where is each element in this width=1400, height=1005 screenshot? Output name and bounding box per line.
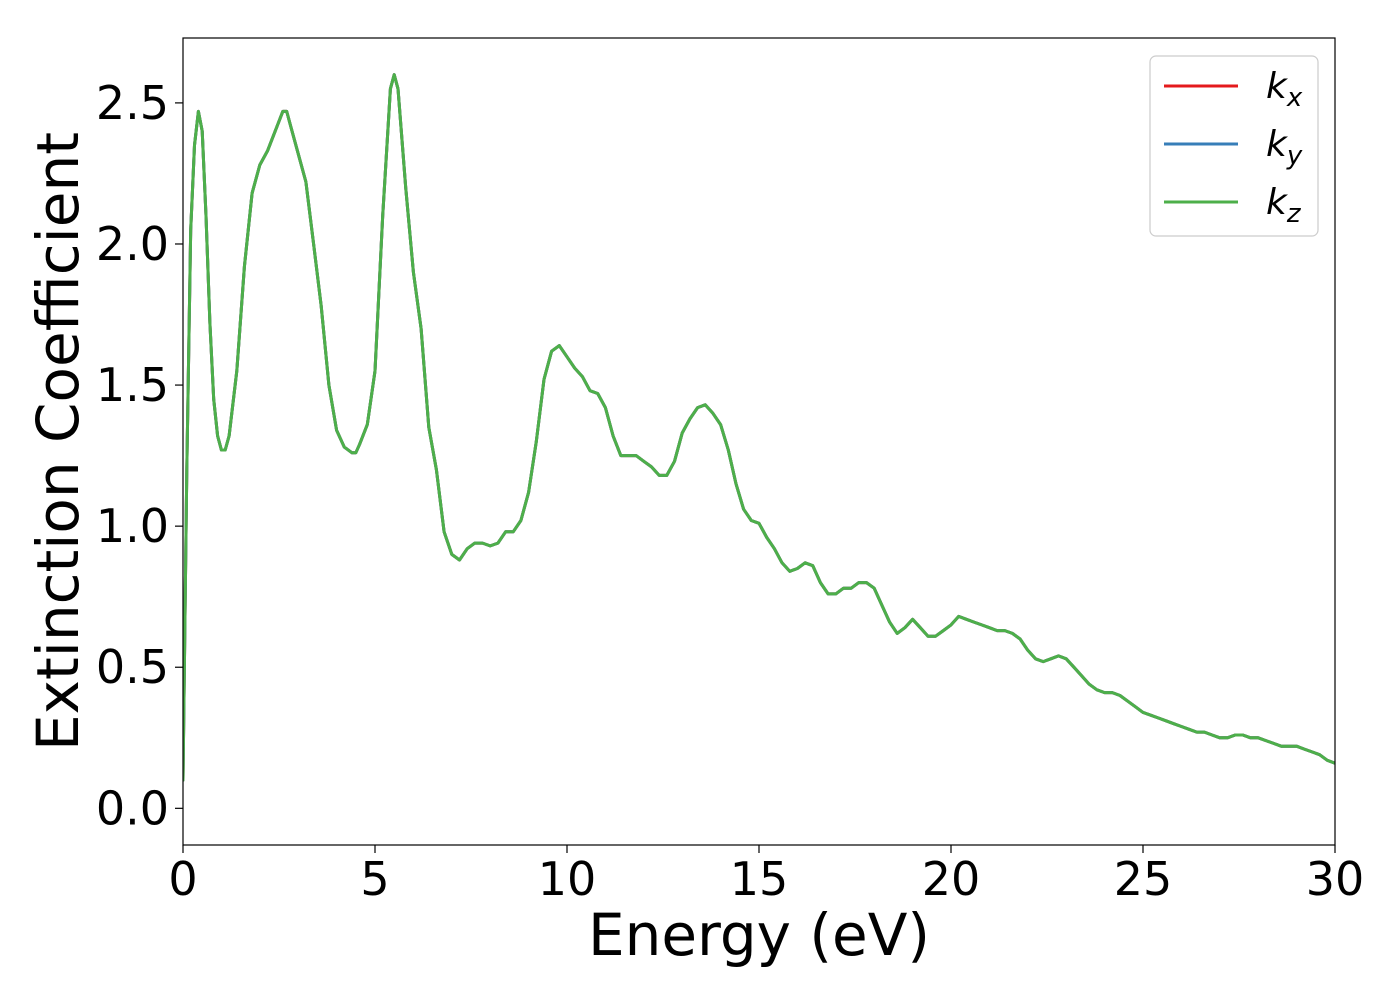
x-tick-label: 5: [360, 852, 389, 906]
x-tick-label: 20: [922, 852, 981, 906]
x-tick-label: 25: [1114, 852, 1173, 906]
legend-box: [1149, 55, 1319, 237]
axes: 0 5 10 15 20 25 30 0.0 0.5 1.0 1.5 2.0 2.5: [96, 37, 1365, 906]
x-tick-label: 0: [168, 852, 197, 906]
series-lines: [183, 73, 1335, 782]
x-axis-title: Energy (eV): [588, 901, 930, 969]
y-tick-label: 2.5: [96, 76, 169, 130]
plot-area: [183, 73, 1335, 782]
y-tick-label: 0.0: [96, 781, 169, 835]
y-tick-label: 1.0: [96, 499, 169, 553]
legend-label: ky: [1266, 124, 1303, 171]
x-tick-label: 30: [1306, 852, 1365, 906]
legend: kx ky kz: [1149, 55, 1319, 237]
x-tick-label: 15: [730, 852, 789, 906]
legend-label: kx: [1266, 66, 1303, 113]
y-axis-title: Extinction Coefficient: [24, 132, 92, 751]
x-tick-label: 10: [538, 852, 597, 906]
legend-label: kz: [1266, 182, 1302, 229]
y-tick-label: 2.0: [96, 217, 169, 271]
y-tick-label: 0.5: [96, 640, 169, 694]
series-line-kz: [183, 73, 1335, 782]
y-tick-label: 1.5: [96, 358, 169, 412]
